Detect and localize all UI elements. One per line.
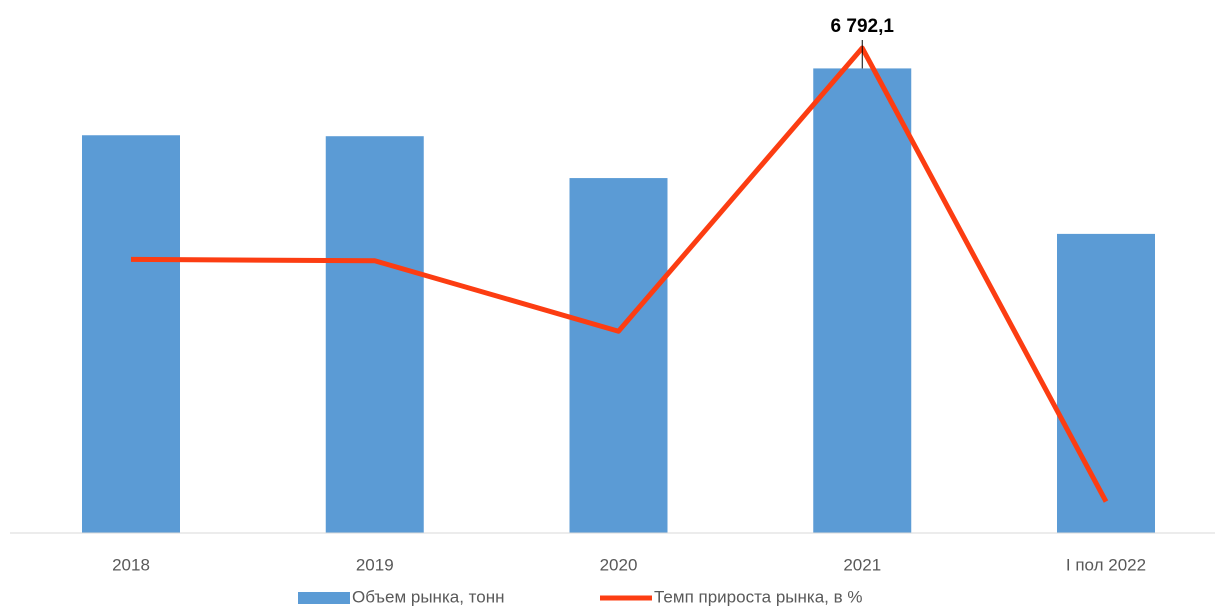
legend-swatch bbox=[298, 592, 350, 604]
legend-label: Объем рынка, тонн bbox=[352, 587, 505, 606]
x-tick-label: 2019 bbox=[356, 555, 394, 574]
bar bbox=[813, 68, 912, 534]
bar bbox=[325, 136, 424, 533]
bar bbox=[1057, 233, 1155, 534]
legend-label: Темп прироста рынка, в % bbox=[654, 587, 862, 606]
data-label: 6 792,1 bbox=[831, 16, 895, 37]
x-tick-label: 2018 bbox=[112, 555, 150, 574]
x-tick-label: I пол 2022 bbox=[1066, 555, 1146, 574]
bar bbox=[569, 178, 668, 534]
x-tick-label: 2020 bbox=[600, 555, 638, 574]
x-tick-label: 2021 bbox=[843, 555, 881, 574]
bar bbox=[82, 135, 180, 533]
line-series bbox=[130, 45, 1109, 503]
